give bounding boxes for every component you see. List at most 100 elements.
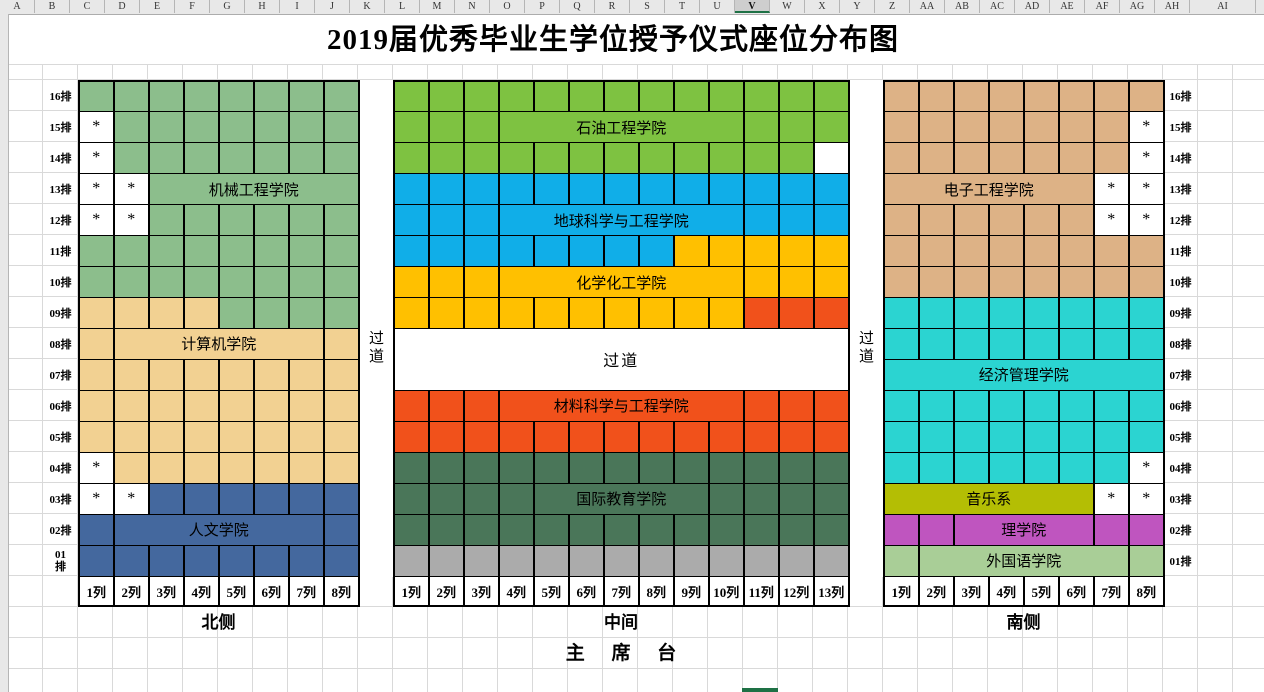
- seat-cell[interactable]: [184, 112, 218, 142]
- column-label-cell[interactable]: 5列: [1024, 577, 1058, 605]
- seat-cell[interactable]: [429, 298, 463, 328]
- column-label-cell[interactable]: 7列: [604, 577, 638, 605]
- seat-cell[interactable]: [569, 174, 603, 204]
- seat-cell[interactable]: [639, 298, 673, 328]
- reserved-seat-cell[interactable]: *: [1094, 174, 1128, 204]
- reserved-seat-cell[interactable]: *: [1129, 112, 1163, 142]
- seat-cell[interactable]: [219, 484, 253, 514]
- seat-cell[interactable]: [184, 546, 218, 576]
- seat-cell[interactable]: [709, 422, 743, 452]
- seat-cell[interactable]: [114, 81, 148, 111]
- column-label-cell[interactable]: 5列: [219, 577, 253, 605]
- seat-cell[interactable]: [464, 484, 498, 514]
- seat-cell[interactable]: [534, 515, 568, 545]
- seat-cell[interactable]: [884, 546, 918, 576]
- seat-cell[interactable]: [1129, 546, 1163, 576]
- column-header-cell[interactable]: I: [280, 0, 315, 13]
- seat-cell[interactable]: [324, 546, 358, 576]
- row-label-left[interactable]: 09排: [49, 307, 72, 320]
- seat-cell[interactable]: [1129, 329, 1163, 359]
- seat-cell[interactable]: [814, 453, 848, 483]
- seat-cell[interactable]: [219, 143, 253, 173]
- seat-cell[interactable]: [569, 422, 603, 452]
- row-label-left[interactable]: 16排: [49, 90, 72, 103]
- column-label-cell[interactable]: 3列: [464, 577, 498, 605]
- seat-cell[interactable]: [289, 391, 323, 421]
- seat-cell[interactable]: [779, 453, 813, 483]
- seat-cell[interactable]: [1129, 236, 1163, 266]
- seat-cell[interactable]: [429, 422, 463, 452]
- seat-cell[interactable]: [534, 81, 568, 111]
- seat-cell[interactable]: [884, 422, 918, 452]
- seat-cell[interactable]: [744, 205, 778, 235]
- seat-cell[interactable]: [394, 267, 428, 297]
- column-label-cell[interactable]: 12列: [779, 577, 813, 605]
- row-label-left[interactable]: 01排: [55, 549, 66, 574]
- column-header-cell[interactable]: R: [595, 0, 630, 13]
- seat-cell[interactable]: [219, 453, 253, 483]
- seat-cell[interactable]: [779, 298, 813, 328]
- seat-cell[interactable]: [184, 143, 218, 173]
- column-label-cell[interactable]: 7列: [1094, 577, 1128, 605]
- column-label-cell[interactable]: 11列: [744, 577, 778, 605]
- seat-cell[interactable]: [709, 174, 743, 204]
- seat-cell[interactable]: [639, 174, 673, 204]
- column-header-cell[interactable]: X: [805, 0, 840, 13]
- column-header-cell[interactable]: AA: [910, 0, 945, 13]
- seat-cell[interactable]: [219, 81, 253, 111]
- seat-cell[interactable]: [639, 81, 673, 111]
- seat-cell[interactable]: [254, 143, 288, 173]
- seat-cell[interactable]: [429, 81, 463, 111]
- seat-cell[interactable]: [394, 546, 428, 576]
- seat-cell[interactable]: [324, 267, 358, 297]
- seat-cell[interactable]: [1129, 81, 1163, 111]
- column-header-cell[interactable]: C: [70, 0, 105, 13]
- seat-cell[interactable]: [254, 546, 288, 576]
- college-label-cell[interactable]: 人文学院: [114, 515, 323, 545]
- column-header-cell[interactable]: D: [105, 0, 140, 13]
- seat-cell[interactable]: [779, 484, 813, 514]
- column-label-cell[interactable]: 6列: [569, 577, 603, 605]
- seat-cell[interactable]: [1094, 81, 1128, 111]
- row-label-left[interactable]: 03排: [49, 494, 72, 507]
- seat-cell[interactable]: [289, 205, 323, 235]
- college-label-cell[interactable]: 音乐系: [884, 484, 1093, 514]
- column-label-cell[interactable]: 3列: [149, 577, 183, 605]
- seat-cell[interactable]: [534, 298, 568, 328]
- seat-cell[interactable]: [149, 546, 183, 576]
- row-label-left[interactable]: 12排: [49, 214, 72, 227]
- column-label-cell[interactable]: 9列: [674, 577, 708, 605]
- seat-cell[interactable]: [289, 112, 323, 142]
- seat-cell[interactable]: [604, 143, 638, 173]
- seat-cell[interactable]: [884, 236, 918, 266]
- row-label-right[interactable]: 12排: [1169, 214, 1192, 227]
- seat-cell[interactable]: [114, 453, 148, 483]
- seat-cell[interactable]: [219, 236, 253, 266]
- seat-cell[interactable]: [709, 236, 743, 266]
- seat-cell[interactable]: [499, 81, 533, 111]
- seat-cell[interactable]: [639, 515, 673, 545]
- seat-cell[interactable]: [779, 174, 813, 204]
- seat-cell[interactable]: [289, 360, 323, 390]
- row-label-right[interactable]: 16排: [1169, 90, 1192, 103]
- seat-cell[interactable]: [79, 422, 113, 452]
- seat-cell[interactable]: [149, 453, 183, 483]
- seat-cell[interactable]: [779, 236, 813, 266]
- seat-cell[interactable]: [954, 453, 988, 483]
- seat-cell[interactable]: [499, 298, 533, 328]
- seat-cell[interactable]: [149, 360, 183, 390]
- seat-cell[interactable]: [289, 267, 323, 297]
- seat-cell[interactable]: [184, 360, 218, 390]
- seat-cell[interactable]: [114, 236, 148, 266]
- seat-cell[interactable]: [1059, 143, 1093, 173]
- column-header-cell[interactable]: Z: [875, 0, 910, 13]
- seat-cell[interactable]: [1094, 143, 1128, 173]
- seat-cell[interactable]: [79, 391, 113, 421]
- column-header-cell[interactable]: Q: [560, 0, 595, 13]
- seat-cell[interactable]: [289, 298, 323, 328]
- seat-cell[interactable]: [569, 453, 603, 483]
- seat-cell[interactable]: [149, 81, 183, 111]
- seat-cell[interactable]: [324, 515, 358, 545]
- column-label-cell[interactable]: 13列: [814, 577, 848, 605]
- seat-cell[interactable]: [744, 236, 778, 266]
